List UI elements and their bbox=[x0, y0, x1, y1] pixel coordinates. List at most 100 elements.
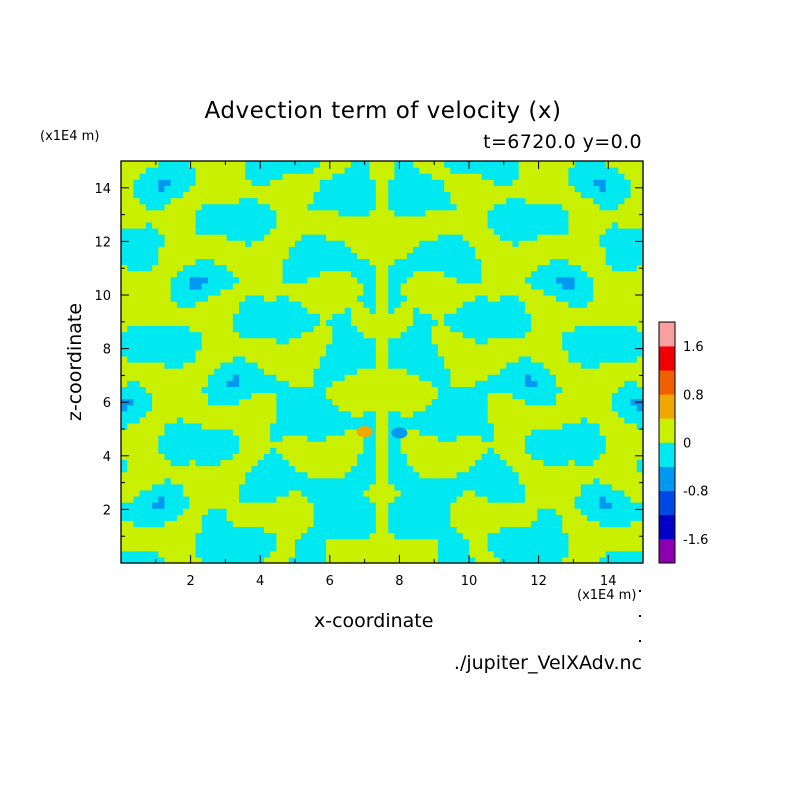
field-cell bbox=[319, 240, 327, 247]
field-cell bbox=[245, 307, 253, 314]
field-cell bbox=[208, 337, 215, 345]
field-cell bbox=[257, 471, 265, 479]
field-cell bbox=[549, 270, 557, 278]
field-cell bbox=[307, 520, 315, 528]
field-cell bbox=[251, 337, 259, 345]
field-cell bbox=[450, 307, 458, 314]
field-cell bbox=[257, 307, 265, 314]
field-cell bbox=[524, 355, 532, 363]
field-cell bbox=[282, 508, 290, 515]
field-cell bbox=[152, 544, 159, 552]
field-cell bbox=[562, 410, 570, 418]
field-cell bbox=[127, 209, 135, 217]
field-cell bbox=[413, 459, 420, 467]
field-cell bbox=[232, 282, 240, 290]
field-cell bbox=[524, 325, 532, 333]
field-cell bbox=[369, 422, 377, 430]
field-cell bbox=[413, 197, 420, 205]
field-cell bbox=[263, 270, 271, 278]
field-cell bbox=[518, 416, 526, 424]
field-cell bbox=[158, 270, 166, 278]
field-cell bbox=[369, 185, 377, 193]
field-cell bbox=[406, 337, 414, 345]
field-cell bbox=[537, 161, 545, 168]
field-cell bbox=[543, 477, 551, 485]
field-cell bbox=[332, 258, 340, 266]
field-cell bbox=[295, 508, 302, 515]
field-cell bbox=[332, 349, 340, 357]
field-cell bbox=[295, 502, 302, 509]
field-cell bbox=[406, 203, 414, 211]
field-cell bbox=[512, 228, 520, 235]
field-cell bbox=[462, 435, 470, 442]
field-cell bbox=[444, 307, 451, 314]
field-cell bbox=[469, 410, 476, 418]
field-cell bbox=[574, 331, 582, 339]
field-cell bbox=[462, 331, 470, 339]
field-cell bbox=[363, 368, 371, 375]
field-cell bbox=[295, 252, 302, 260]
field-cell bbox=[319, 252, 327, 260]
field-cell bbox=[226, 386, 234, 394]
field-cell bbox=[263, 453, 271, 461]
field-cell bbox=[121, 538, 128, 546]
field-cell bbox=[270, 489, 277, 497]
field-cell bbox=[257, 331, 265, 339]
field-cell bbox=[419, 246, 427, 253]
field-cell bbox=[263, 556, 271, 564]
field-cell bbox=[500, 234, 507, 241]
field-cell bbox=[232, 179, 240, 186]
field-cell bbox=[543, 465, 551, 473]
field-cell bbox=[295, 203, 302, 211]
field-cell bbox=[437, 246, 445, 253]
field-cell bbox=[313, 258, 321, 266]
field-cell bbox=[450, 544, 458, 552]
field-cell bbox=[406, 422, 414, 430]
field-cell bbox=[338, 215, 346, 223]
field-cell bbox=[406, 355, 414, 363]
field-cell bbox=[456, 179, 464, 186]
field-cell bbox=[170, 502, 178, 509]
field-cell bbox=[189, 410, 197, 418]
field-cell bbox=[587, 502, 594, 509]
field-cell bbox=[357, 532, 364, 540]
field-cell bbox=[208, 215, 215, 223]
field-cell bbox=[369, 465, 377, 473]
field-cell bbox=[568, 392, 576, 400]
field-cell bbox=[319, 441, 327, 448]
field-cell bbox=[531, 215, 538, 223]
field-cell bbox=[152, 301, 159, 308]
field-cell bbox=[580, 471, 588, 479]
field-cell bbox=[394, 313, 402, 320]
field-cell bbox=[313, 234, 321, 241]
field-cell bbox=[406, 532, 414, 540]
field-cell bbox=[232, 234, 240, 241]
field-cell bbox=[394, 234, 402, 241]
field-cell bbox=[524, 441, 532, 448]
field-cell bbox=[164, 179, 172, 186]
field-cell bbox=[469, 362, 476, 369]
field-cell bbox=[450, 264, 458, 272]
field-cell bbox=[152, 197, 159, 205]
field-cell bbox=[245, 295, 253, 302]
field-cell bbox=[394, 483, 402, 491]
field-cell bbox=[344, 234, 352, 241]
field-cell bbox=[543, 496, 551, 503]
field-cell bbox=[574, 392, 582, 400]
field-cell bbox=[139, 270, 147, 278]
field-cell bbox=[400, 234, 408, 241]
field-cell bbox=[145, 556, 153, 564]
field-cell bbox=[189, 197, 197, 205]
field-cell bbox=[481, 246, 489, 253]
field-cell bbox=[363, 514, 371, 521]
field-cell bbox=[481, 514, 489, 521]
field-cell bbox=[363, 441, 371, 448]
field-cell bbox=[214, 295, 222, 302]
field-cell bbox=[239, 161, 246, 168]
field-cell bbox=[121, 386, 128, 394]
field-cell bbox=[537, 398, 545, 406]
field-cell bbox=[419, 435, 427, 442]
field-cell bbox=[133, 483, 141, 491]
field-cell bbox=[183, 234, 190, 241]
field-cell bbox=[189, 228, 197, 235]
